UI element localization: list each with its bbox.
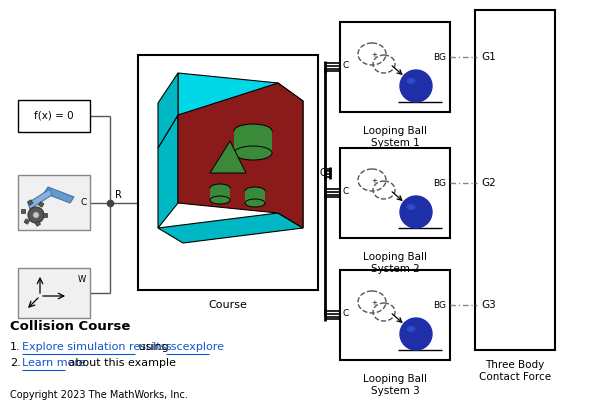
Polygon shape xyxy=(28,189,52,209)
Bar xyxy=(245,191,265,203)
Bar xyxy=(21,209,25,213)
Text: G1: G1 xyxy=(481,52,496,62)
Polygon shape xyxy=(178,73,278,123)
Text: R: R xyxy=(115,189,122,200)
Text: BG: BG xyxy=(433,52,446,61)
Bar xyxy=(43,213,47,217)
Text: 1.: 1. xyxy=(10,342,21,352)
Bar xyxy=(35,221,40,226)
Text: Looping Ball
System 1: Looping Ball System 1 xyxy=(363,126,427,148)
Text: sscexplore: sscexplore xyxy=(166,342,224,352)
Polygon shape xyxy=(158,213,303,243)
Bar xyxy=(340,270,450,360)
Polygon shape xyxy=(158,115,178,228)
Polygon shape xyxy=(178,83,303,228)
Bar xyxy=(18,268,90,318)
Text: BG: BG xyxy=(433,301,446,310)
Text: G2: G2 xyxy=(481,178,496,188)
Bar xyxy=(38,202,44,207)
Ellipse shape xyxy=(245,187,265,195)
Bar xyxy=(234,131,272,153)
Ellipse shape xyxy=(210,196,230,204)
Bar xyxy=(475,10,555,350)
Text: C: C xyxy=(343,308,349,317)
Text: Copyright 2023 The MathWorks, Inc.: Copyright 2023 The MathWorks, Inc. xyxy=(10,390,188,400)
Bar xyxy=(340,148,450,238)
Bar xyxy=(18,100,90,132)
Text: W: W xyxy=(78,276,86,285)
Circle shape xyxy=(400,318,432,350)
Circle shape xyxy=(28,207,44,223)
Text: Three Body
Contact Force: Three Body Contact Force xyxy=(479,360,551,382)
Text: C: C xyxy=(81,198,87,207)
Ellipse shape xyxy=(234,146,272,160)
Text: +: + xyxy=(371,178,377,184)
Ellipse shape xyxy=(407,204,416,210)
Text: 2.: 2. xyxy=(10,358,21,368)
Polygon shape xyxy=(44,187,74,203)
Text: Looping Ball
System 2: Looping Ball System 2 xyxy=(363,252,427,274)
Text: Course: Course xyxy=(208,300,247,310)
Bar xyxy=(27,200,33,205)
Text: about this example: about this example xyxy=(66,358,176,368)
Polygon shape xyxy=(158,73,178,148)
Text: +: + xyxy=(371,52,377,58)
Text: Looping Ball
System 3: Looping Ball System 3 xyxy=(363,374,427,396)
Bar xyxy=(340,22,450,112)
Text: Learn more: Learn more xyxy=(22,358,86,368)
Text: Collision Course: Collision Course xyxy=(10,320,130,333)
Circle shape xyxy=(400,196,432,228)
Text: f(x) = 0: f(x) = 0 xyxy=(34,111,74,121)
Circle shape xyxy=(33,212,39,218)
Text: C: C xyxy=(343,187,349,196)
Text: C: C xyxy=(343,61,349,70)
Text: C: C xyxy=(320,168,327,178)
Ellipse shape xyxy=(407,326,416,332)
Text: BG: BG xyxy=(433,178,446,187)
Text: using: using xyxy=(135,342,172,352)
Bar xyxy=(210,188,230,200)
Ellipse shape xyxy=(210,184,230,192)
Ellipse shape xyxy=(245,199,265,207)
Text: G3: G3 xyxy=(481,300,496,310)
Polygon shape xyxy=(210,141,246,173)
Bar xyxy=(24,219,30,224)
Polygon shape xyxy=(278,83,303,228)
Bar xyxy=(138,55,318,290)
Bar xyxy=(18,175,90,230)
Text: Explore simulation results: Explore simulation results xyxy=(22,342,166,352)
Ellipse shape xyxy=(234,124,272,138)
Text: +: + xyxy=(371,300,377,306)
Circle shape xyxy=(400,70,432,102)
Ellipse shape xyxy=(407,78,416,84)
